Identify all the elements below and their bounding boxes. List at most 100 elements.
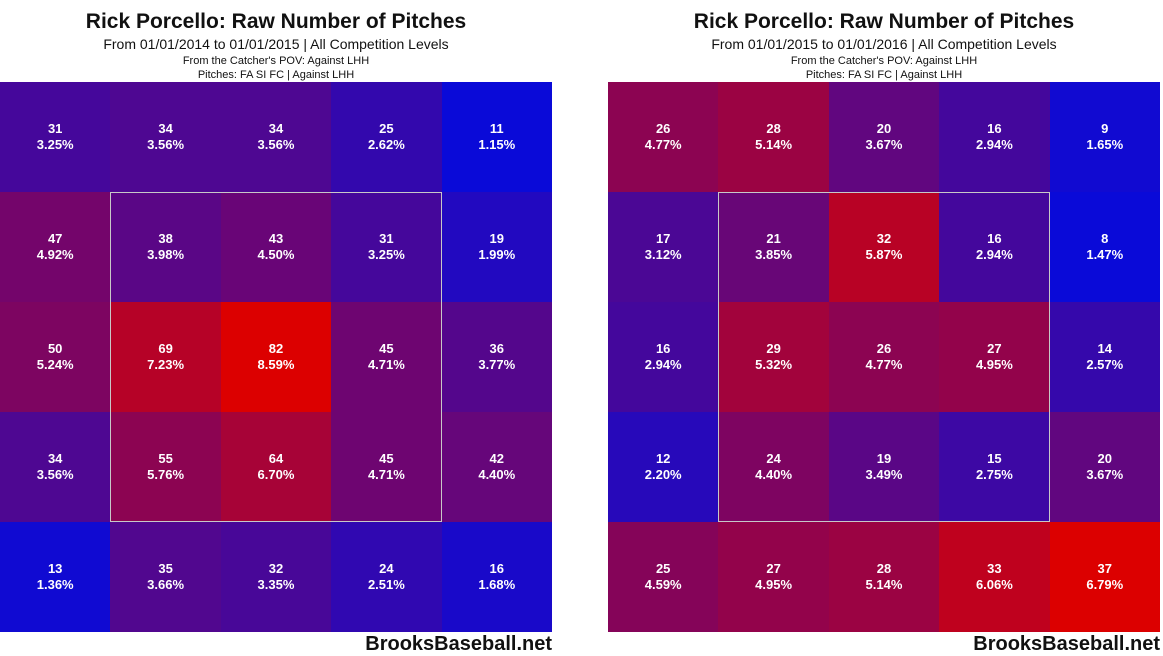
cell-percent: 3.35% [257,577,295,592]
cell-percent: 3.49% [865,467,903,482]
cell-percent: 2.94% [644,357,682,372]
heatmap-cell: 69 7.23% [110,302,221,412]
heatmap-cell: 12 2.20% [608,412,719,522]
cell-percent: 1.99% [478,247,516,262]
heatmap-cell: 34 3.56% [0,412,111,522]
heatmap-panel-2015: Rick Porcello: Raw Number of Pitches Fro… [608,0,1160,656]
cell-count: 14 [1097,341,1113,356]
heatmap-cell: 28 5.14% [718,82,829,192]
cell-count: 16 [655,341,671,356]
chart-title: Rick Porcello: Raw Number of Pitches [85,10,467,33]
watermark: BrooksBaseball.net [973,633,1160,655]
cell-count: 26 [876,341,892,356]
cell-percent: 2.94% [975,247,1013,262]
cell-count: 8 [1101,231,1109,246]
cell-percent: 2.75% [975,467,1013,482]
cell-count: 9 [1101,121,1109,136]
heatmap-cell: 31 3.25% [0,82,111,192]
chart-subtitle: From 01/01/2014 to 01/01/2015 | All Comp… [103,36,449,52]
cell-count: 47 [47,231,63,246]
cell-percent: 5.14% [755,137,793,152]
cell-count: 25 [655,561,671,576]
cell-percent: 3.66% [147,577,185,592]
cell-count: 24 [379,561,394,576]
cell-count: 29 [766,341,781,356]
cell-count: 16 [489,561,505,576]
cell-percent: 1.65% [1086,137,1124,152]
heatmap-cell: 31 3.25% [331,192,442,302]
cell-count: 21 [766,231,781,246]
heatmap-cell: 43 4.50% [220,192,332,302]
heatmap-cell: 55 5.76% [110,412,221,522]
cell-count: 20 [1097,451,1113,466]
cell-count: 15 [987,451,1002,466]
cell-count: 42 [489,451,505,466]
cell-count: 31 [379,231,394,246]
cell-percent: 3.67% [865,137,903,152]
cell-percent: 4.95% [755,577,793,592]
heatmap-cell: 24 4.40% [718,412,829,522]
cell-count: 37 [1097,561,1113,576]
cell-percent: 6.79% [1086,577,1124,592]
cell-percent: 2.20% [644,467,682,482]
heatmap-cell: 14 2.57% [1049,302,1160,412]
heatmap-cell: 34 3.56% [110,82,221,192]
cell-count: 20 [876,121,892,136]
cell-count: 64 [268,451,284,466]
cell-count: 32 [268,561,284,576]
cell-count: 16 [987,231,1002,246]
chart-title: Rick Porcello: Raw Number of Pitches [693,10,1075,33]
watermark: BrooksBaseball.net [365,633,552,655]
heatmap-cell: 15 2.75% [939,412,1050,522]
cell-percent: 3.56% [147,137,185,152]
cell-percent: 3.98% [147,247,185,262]
cell-percent: 5.14% [865,577,903,592]
cell-percent: 3.77% [478,357,516,372]
cell-count: 19 [876,451,892,466]
heatmap-cell: 27 4.95% [718,522,829,632]
cell-percent: 8.59% [257,357,295,372]
heatmap-cell: 13 1.36% [0,522,111,632]
cell-count: 34 [268,121,284,136]
cell-percent: 4.40% [755,467,793,482]
cell-percent: 3.85% [755,247,793,262]
cell-count: 69 [158,341,173,356]
heatmap-cell: 8 1.47% [1049,192,1160,302]
heatmap-cell: 24 2.51% [331,522,442,632]
cell-percent: 1.15% [478,137,516,152]
cell-count: 50 [47,341,63,356]
heatmap-cell: 16 1.68% [441,522,552,632]
heatmap-cell: 25 4.59% [608,522,719,632]
cell-count: 24 [766,451,781,466]
cell-count: 12 [655,451,671,466]
heatmap-cell: 32 5.87% [828,192,940,302]
cell-count: 17 [655,231,671,246]
cell-percent: 3.56% [36,467,74,482]
cell-count: 27 [987,341,1002,356]
heatmap-cell: 17 3.12% [608,192,719,302]
heatmap-cell: 25 2.62% [331,82,442,192]
heatmap-cell: 19 3.49% [828,412,940,522]
heatmap-cell: 26 4.77% [828,302,940,412]
heatmap-cell: 19 1.99% [441,192,552,302]
cell-percent: 4.71% [367,467,405,482]
cell-count: 26 [655,121,671,136]
cell-count: 43 [268,231,284,246]
cell-percent: 2.51% [367,577,405,592]
cell-percent: 4.50% [257,247,295,262]
cell-count: 32 [876,231,892,246]
heatmap-cell: 16 2.94% [608,302,719,412]
heatmap-cell: 26 4.77% [608,82,719,192]
cell-count: 45 [379,341,394,356]
cell-count: 16 [987,121,1002,136]
heatmap-cell: 20 3.67% [1049,412,1160,522]
cell-percent: 1.36% [36,577,74,592]
cell-percent: 4.92% [36,247,74,262]
heatmap-cell: 33 6.06% [939,522,1050,632]
cell-count: 34 [47,451,63,466]
chart-filter-info: From the Catcher's POV: Against LHH Pitc… [608,54,1160,82]
heatmap-cell: 9 1.65% [1049,82,1160,192]
cell-count: 13 [47,561,63,576]
cell-percent: 1.47% [1086,247,1124,262]
cell-percent: 5.87% [865,247,903,262]
